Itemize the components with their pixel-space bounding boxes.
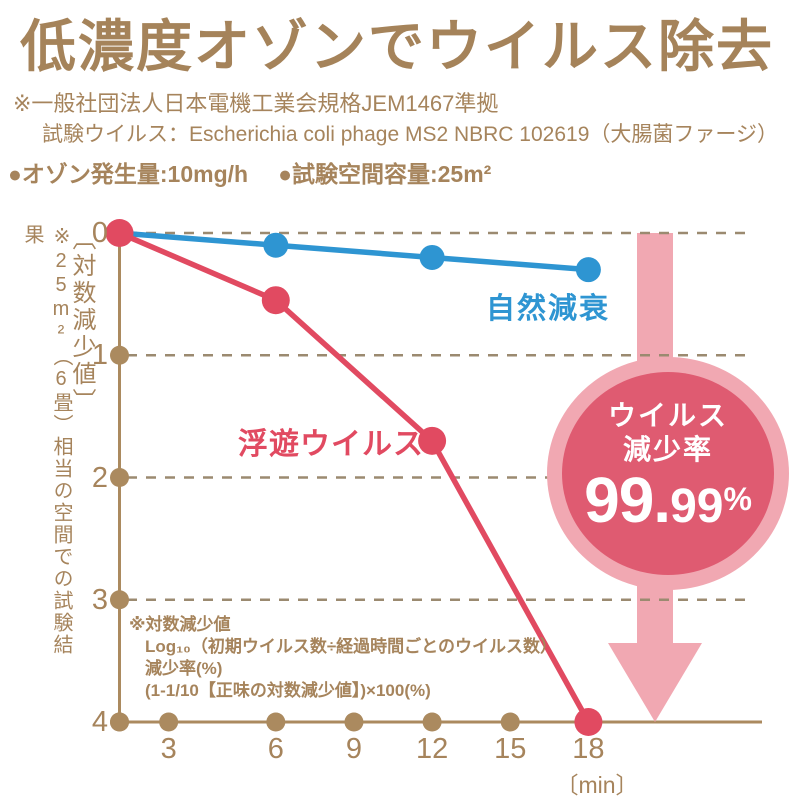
badge-value-unit: % bbox=[723, 481, 752, 517]
badge-title-line2: 減少率 bbox=[622, 434, 713, 465]
x-tick-label: 9 bbox=[345, 733, 362, 765]
spec-ozone-output: ●オゾン発生量:10mg/h bbox=[8, 161, 249, 187]
note-test-virus: 試験ウイルス：Escherichia coli phage MS2 NBRC 1… bbox=[42, 123, 778, 146]
footnote-line-1: ※対数減少値 bbox=[129, 615, 231, 634]
y-tick-label: 0 bbox=[91, 217, 108, 249]
reduction-badge-ring: ウイルス 減少率 99.99% bbox=[547, 357, 789, 590]
badge-value-main: 99. bbox=[584, 464, 671, 536]
series-line-1 bbox=[118, 230, 591, 724]
series-point bbox=[261, 286, 290, 315]
series-label-natural-decay: 自然減衰 bbox=[486, 293, 611, 325]
x-tick-dot bbox=[266, 712, 286, 732]
spec-space-volume: ●試験空間容量:25m² bbox=[278, 161, 492, 187]
x-tick-dot bbox=[344, 712, 364, 732]
reduction-badge: ウイルス 減少率 99.99% bbox=[562, 372, 774, 575]
badge-value-sub: 99 bbox=[670, 480, 724, 533]
spec-line: ●オゾン発生量:10mg/h ●試験空間容量:25m² bbox=[8, 155, 491, 189]
arrow-head bbox=[608, 643, 702, 722]
series-point bbox=[105, 219, 134, 247]
badge-title-line1: ウイルス bbox=[607, 400, 728, 431]
y-axis-label: 〔対数減少値〕 bbox=[68, 226, 95, 415]
chart-side-note: ※25m²（6畳）相当の空間での試験結果 bbox=[21, 224, 72, 656]
footnote-block: ※対数減少値 Log₁₀（初期ウイルス数÷経過時間ごとのウイルス数） 減少率(%… bbox=[129, 614, 557, 702]
series-line-0 bbox=[119, 230, 589, 273]
note-standard-jem: ※一般社団法人日本電機工業会規格JEM1467準拠 bbox=[13, 91, 499, 116]
series-label-airborne-virus: 浮遊ウイルス bbox=[238, 428, 424, 461]
series-point bbox=[575, 257, 601, 283]
series-point bbox=[419, 244, 445, 270]
badge-value: 99.99% bbox=[584, 468, 752, 548]
footnote-line-2: Log₁₀（初期ウイルス数÷経過時間ごとのウイルス数） bbox=[145, 637, 558, 656]
footnote-line-3: 減少率(%) bbox=[145, 659, 223, 678]
x-tick-dot bbox=[500, 712, 520, 732]
origin-dot bbox=[110, 712, 129, 732]
x-tick-label: 6 bbox=[267, 733, 284, 765]
x-tick-label: 3 bbox=[160, 733, 177, 765]
y-tick-dot bbox=[110, 345, 129, 365]
y-tick-label: 1 bbox=[91, 339, 108, 372]
x-tick-label: 18 bbox=[572, 733, 605, 765]
x-tick-dot bbox=[159, 712, 179, 732]
y-tick-label: 4 bbox=[91, 706, 108, 738]
x-axis-unit-label: 〔min〕 bbox=[555, 772, 639, 798]
page-title: 低濃度オゾンでウイルス除去 bbox=[20, 15, 774, 78]
x-tick-label: 15 bbox=[494, 733, 527, 765]
series-point bbox=[574, 708, 603, 736]
x-tick-label: 12 bbox=[415, 733, 449, 765]
y-tick-label: 3 bbox=[91, 583, 108, 616]
y-tick-dot bbox=[110, 590, 129, 610]
footnote-line-4: (1-1/10【正味の対数減少値】)×100(%) bbox=[145, 681, 431, 700]
series-point bbox=[418, 426, 447, 455]
x-tick-dot bbox=[422, 712, 442, 732]
series-point bbox=[263, 232, 289, 258]
y-tick-label: 2 bbox=[91, 461, 108, 494]
y-tick-dot bbox=[110, 468, 129, 487]
